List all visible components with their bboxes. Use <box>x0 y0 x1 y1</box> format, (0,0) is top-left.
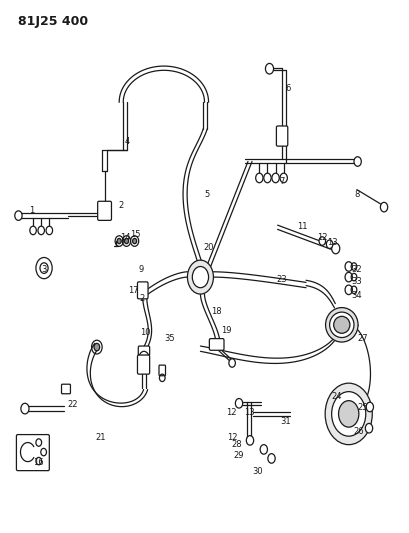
FancyBboxPatch shape <box>159 365 166 376</box>
Circle shape <box>268 454 275 463</box>
Circle shape <box>229 359 235 367</box>
Ellipse shape <box>326 308 358 342</box>
Circle shape <box>30 226 36 235</box>
Circle shape <box>38 226 45 235</box>
Text: 4: 4 <box>125 138 130 147</box>
Circle shape <box>345 262 353 271</box>
Circle shape <box>332 392 366 436</box>
Text: 1: 1 <box>29 206 34 215</box>
Circle shape <box>41 448 47 456</box>
Circle shape <box>246 435 254 445</box>
FancyBboxPatch shape <box>16 434 49 471</box>
Circle shape <box>365 423 373 433</box>
Text: 19: 19 <box>222 326 232 335</box>
Text: 23: 23 <box>276 275 287 284</box>
Circle shape <box>133 238 137 244</box>
Circle shape <box>345 272 353 282</box>
Circle shape <box>36 457 42 465</box>
Circle shape <box>15 211 22 220</box>
Text: 13: 13 <box>327 238 338 247</box>
Text: 22: 22 <box>67 400 78 409</box>
Text: 29: 29 <box>234 451 244 461</box>
Text: 20: 20 <box>203 244 214 253</box>
Text: 17: 17 <box>128 286 139 295</box>
Circle shape <box>264 173 271 183</box>
Text: 3: 3 <box>41 265 47 273</box>
Text: 11: 11 <box>297 222 307 231</box>
Text: 12: 12 <box>317 233 328 242</box>
Text: 10: 10 <box>140 328 151 337</box>
Circle shape <box>192 266 209 288</box>
Text: 25: 25 <box>358 402 368 411</box>
Text: 35: 35 <box>165 334 175 343</box>
FancyBboxPatch shape <box>209 338 224 350</box>
Text: 30: 30 <box>252 467 263 476</box>
Text: 27: 27 <box>357 334 368 343</box>
Text: 5: 5 <box>204 190 209 199</box>
Text: 18: 18 <box>211 307 222 316</box>
Text: 6: 6 <box>285 84 290 93</box>
Circle shape <box>280 173 288 183</box>
Circle shape <box>354 157 361 166</box>
Circle shape <box>319 237 326 245</box>
FancyBboxPatch shape <box>137 355 150 374</box>
FancyBboxPatch shape <box>138 346 150 356</box>
Text: 15: 15 <box>130 230 141 239</box>
Circle shape <box>339 401 359 427</box>
Circle shape <box>94 343 100 351</box>
Circle shape <box>260 445 267 454</box>
Circle shape <box>325 383 372 445</box>
FancyBboxPatch shape <box>61 384 70 394</box>
Text: 8: 8 <box>354 190 360 199</box>
Circle shape <box>256 173 263 183</box>
Circle shape <box>40 263 48 273</box>
FancyBboxPatch shape <box>137 282 148 299</box>
Text: 34: 34 <box>351 291 362 300</box>
Text: 16: 16 <box>33 458 43 467</box>
Ellipse shape <box>330 312 354 337</box>
Text: 7: 7 <box>279 177 284 186</box>
Text: 26: 26 <box>353 427 364 437</box>
Circle shape <box>21 403 29 414</box>
FancyBboxPatch shape <box>276 126 288 146</box>
Text: 14: 14 <box>120 233 130 242</box>
Text: 31: 31 <box>281 417 291 426</box>
Text: 12: 12 <box>227 433 237 442</box>
Circle shape <box>117 238 121 244</box>
Text: 2: 2 <box>119 201 124 210</box>
Text: 12: 12 <box>226 408 236 417</box>
Ellipse shape <box>334 317 350 333</box>
FancyBboxPatch shape <box>98 201 112 220</box>
Text: 24: 24 <box>331 392 342 401</box>
Circle shape <box>345 285 353 295</box>
Text: 9: 9 <box>139 265 144 273</box>
Text: 13: 13 <box>244 408 254 417</box>
Text: 2: 2 <box>139 294 144 303</box>
Text: 28: 28 <box>231 440 242 449</box>
Circle shape <box>36 439 42 446</box>
Circle shape <box>366 402 373 412</box>
Circle shape <box>332 243 340 254</box>
Circle shape <box>326 240 333 248</box>
Text: 32: 32 <box>351 265 362 273</box>
Text: 33: 33 <box>351 277 362 286</box>
Text: 21: 21 <box>96 433 106 442</box>
Circle shape <box>272 173 279 183</box>
Circle shape <box>46 226 53 235</box>
Circle shape <box>380 203 388 212</box>
Circle shape <box>235 399 243 408</box>
Circle shape <box>265 63 274 74</box>
Circle shape <box>124 238 128 244</box>
Circle shape <box>187 260 213 294</box>
Text: 81J25 400: 81J25 400 <box>18 14 88 28</box>
